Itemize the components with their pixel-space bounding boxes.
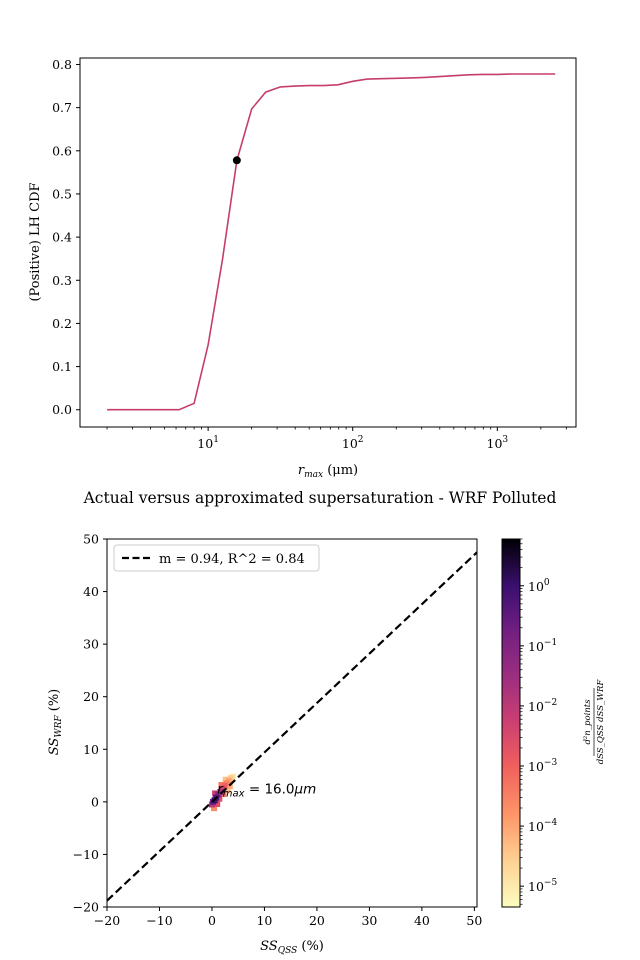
colorbar-label: d²n_points dSS_QSS dSS_WRF [583, 679, 606, 765]
cdf-ytick-label: 0.1 [52, 359, 72, 374]
scatter-ytick-label: 40 [83, 584, 99, 599]
cdf-ytick-label: 0.6 [52, 143, 72, 158]
density-cell [218, 782, 225, 789]
scatter-ytick-label: −10 [73, 847, 99, 862]
scatter-xtick-label: 40 [414, 913, 430, 928]
colorbar-tick-label: 100 [528, 578, 550, 594]
legend-box [113, 544, 320, 572]
colorbar-tick-label: 10−2 [528, 698, 557, 714]
scatter-xtick-label: −10 [146, 913, 172, 928]
cdf-ytick-label: 0.5 [52, 186, 72, 201]
rmax-annotation: rmax = 16.0μm [217, 782, 316, 800]
density-cell [211, 805, 218, 812]
colorbar: 100 10−1 10−2 10−3 10−4 10−5 d²n_points dSS_Q… [501, 538, 606, 908]
cdf-xtick-label: 102 [342, 435, 364, 451]
colorbar-tick-label: 10−5 [528, 878, 557, 894]
colorbar-tick-label: 10−4 [528, 818, 557, 834]
scatter-ytick-label: 20 [83, 689, 99, 704]
scatter-ytick-label: 30 [83, 637, 99, 652]
density-cell [216, 795, 223, 802]
cdf-ytick-label: 0.8 [52, 57, 72, 72]
colorbar-tick-label: 10−3 [528, 758, 557, 774]
scatter-xlabel: SSQSS (%) [260, 939, 324, 956]
colorbar-gradient [501, 538, 521, 908]
scatter-xtick-label: 20 [309, 913, 325, 928]
scatter-title: Actual versus approximated supersaturati… [83, 489, 557, 507]
density-cell [224, 787, 231, 794]
cdf-ytick-label: 0.4 [52, 230, 72, 245]
cdf-ylabel: (Positive) LH CDF [28, 182, 43, 301]
cdf-ytick-label: 0.2 [52, 316, 72, 331]
scatter-density-chart: Actual versus approximated supersaturati… [47, 489, 606, 956]
density-cell [212, 790, 219, 797]
density-cell [215, 791, 222, 798]
cdf-series-line [107, 73, 556, 411]
fit-line [106, 551, 478, 902]
density-cell [220, 790, 227, 797]
colorbar-tick-label: 10−1 [528, 638, 557, 654]
density-cell [214, 800, 221, 807]
density-cell [226, 783, 233, 790]
cdf-ytick-label: 0.7 [52, 100, 72, 115]
scatter-ytick-label: 10 [83, 742, 99, 757]
scatter-xtick-label: −20 [94, 913, 120, 928]
scatter-xtick-label: 50 [466, 913, 482, 928]
scatter-ylabel: SSWRF (%) [47, 689, 64, 756]
density-cell [222, 776, 229, 783]
scatter-plot-background [107, 539, 477, 907]
scatter-plot-frame [106, 538, 478, 908]
scatter-ytick-label: 50 [83, 532, 99, 547]
legend-label: m = 0.94, R^2 = 0.84 [159, 552, 305, 567]
density-cell [219, 785, 226, 792]
cdf-ytick-label: 0.0 [52, 402, 72, 417]
colorbar-label-numerator: d²n_points [583, 699, 593, 745]
colorbar-label-denominator: dSS_QSS dSS_WRF [596, 679, 606, 765]
scatter-legend: m = 0.94, R^2 = 0.84 [113, 544, 320, 572]
cdf-xtick-label: 101 [197, 435, 219, 451]
scatter-ytick-label: 0 [91, 794, 99, 809]
cdf-xlabel: rmax (μm) [298, 463, 358, 480]
scatter-xtick-label: 0 [208, 913, 216, 928]
cdf-ytick-label: 0.3 [52, 273, 72, 288]
scatter-xtick-label: 10 [256, 913, 272, 928]
scatter-xtick-label: 30 [361, 913, 377, 928]
cdf-xtick-label: 103 [487, 435, 509, 451]
cdf-rmax-marker [232, 156, 241, 165]
scatter-ytick-label: −20 [73, 900, 99, 915]
cdf-chart: 0.0 0.1 0.2 0.3 0.4 0.5 0.6 0.7 0.8 101 102 103 (P… [28, 57, 577, 480]
cdf-plot-frame [79, 57, 577, 428]
